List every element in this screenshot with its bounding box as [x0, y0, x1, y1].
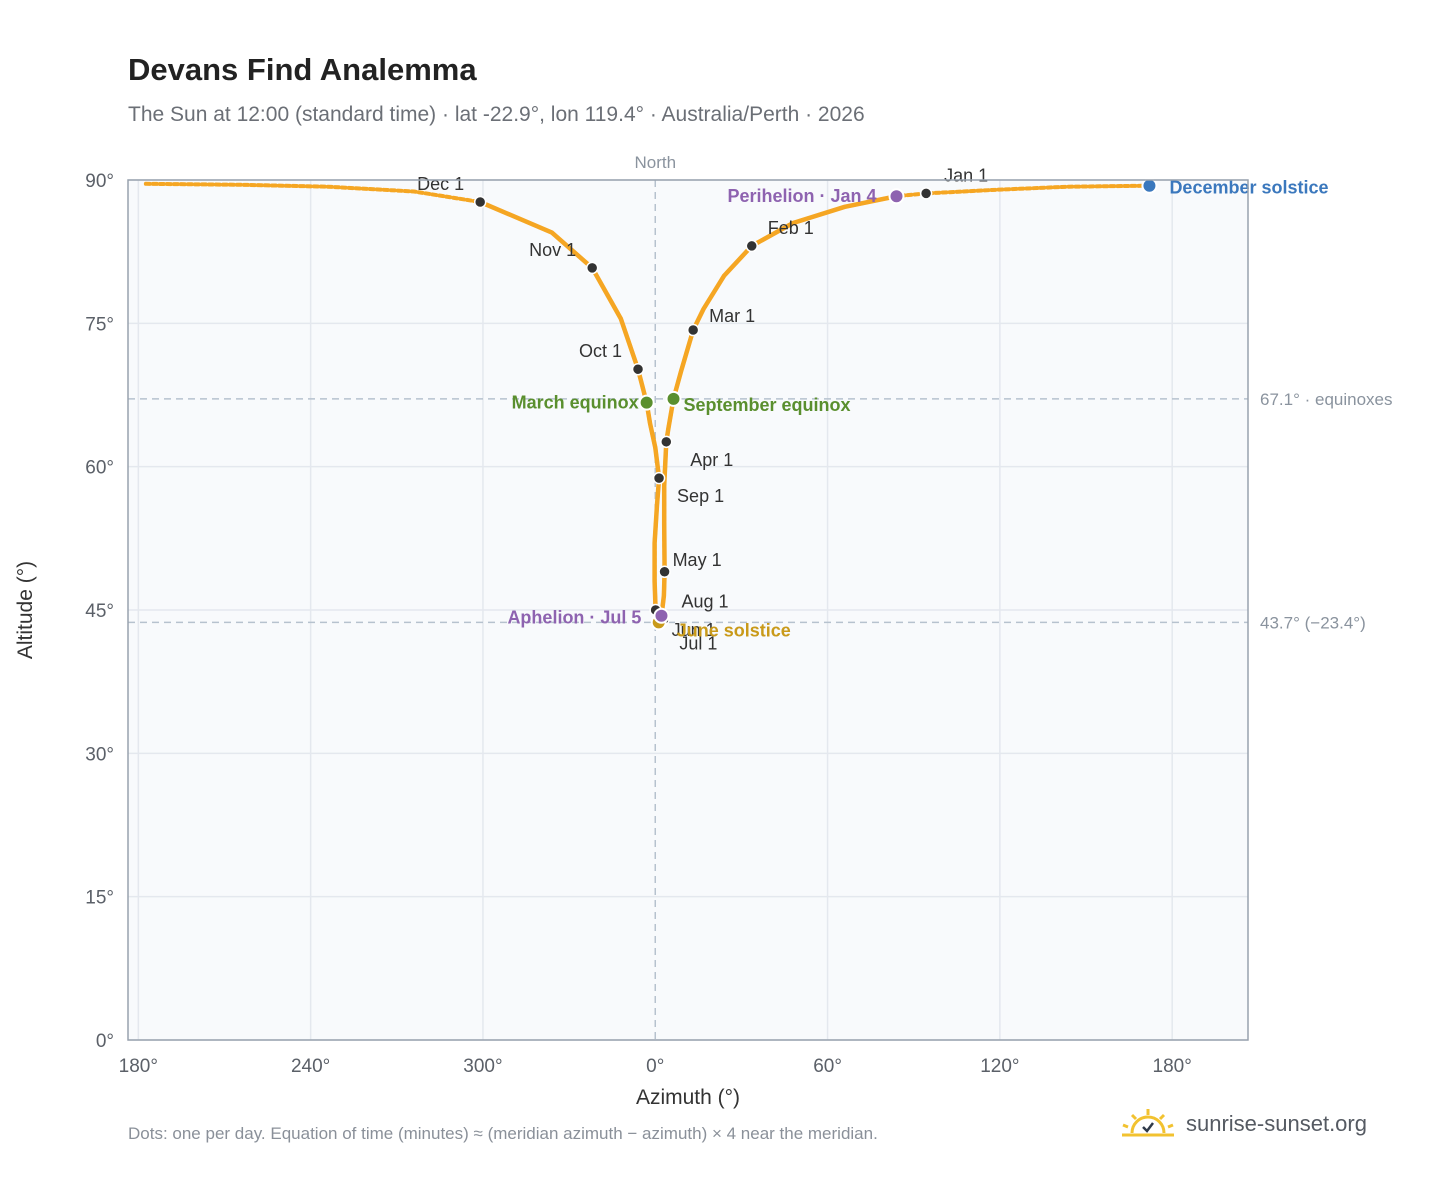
y-tick-label: 90°: [85, 171, 114, 192]
x-tick-label: 60°: [813, 1056, 842, 1077]
month-label: Feb 1: [768, 218, 814, 238]
y-tick-label: 60°: [85, 458, 114, 479]
event-label: March equinox: [512, 393, 639, 413]
event-label: Aphelion · Jul 5: [507, 608, 641, 628]
month-marker: [631, 362, 645, 376]
month-marker: [585, 261, 599, 275]
y-axis-ticks: 0° 15° 30° 45° 60° 75° 90°: [85, 171, 114, 1052]
month-label: Sep 1: [677, 486, 724, 506]
month-label: Jul 1: [679, 633, 717, 653]
event-label: Perihelion · Jan 4: [727, 186, 876, 206]
event-marker: [665, 390, 682, 407]
x-axis-ticks: 180° 240° 300° 0° 60° 120° 180°: [119, 1056, 1192, 1077]
y-tick-label: 0°: [96, 1031, 114, 1052]
month-label: Mar 1: [709, 306, 755, 326]
x-tick-label: 120°: [980, 1056, 1019, 1077]
y-tick-label: 15°: [85, 888, 114, 909]
reference-lines: North 67.1° · equinoxes 43.7° (−23.4°): [128, 153, 1393, 1040]
event-label: June solstice: [677, 620, 791, 640]
month-label: Apr 1: [690, 450, 733, 470]
reference-line-label: 67.1° · equinoxes: [1260, 390, 1393, 409]
x-tick-label: 180°: [119, 1056, 158, 1077]
month-marker: [473, 195, 487, 209]
event-marker: [888, 188, 905, 205]
chart-title: Devans Find Analemma: [128, 52, 477, 87]
month-label: Aug 1: [682, 592, 729, 612]
month-label: May 1: [673, 550, 722, 570]
event-marker: [638, 394, 655, 411]
month-label: Jun 1: [672, 620, 716, 640]
month-label: Jan 1: [944, 165, 988, 185]
x-axis-title: Azimuth (°): [636, 1086, 740, 1109]
month-marker: [919, 187, 933, 200]
chart-subtitle: The Sun at 12:00 (standard time) · lat -…: [128, 103, 865, 126]
brand[interactable]: sunrise-sunset.org: [1120, 1104, 1367, 1144]
month-marker: [745, 239, 759, 253]
reference-line-label: 43.7° (−23.4°): [1260, 613, 1366, 632]
event-label: September equinox: [684, 395, 851, 415]
meridian-label: North: [634, 153, 676, 172]
y-axis-title: Altitude (°): [14, 561, 37, 659]
plot-frame: [127, 179, 1249, 1041]
x-tick-label: 300°: [463, 1056, 502, 1077]
month-label: Dec 1: [417, 174, 464, 194]
month-marker: [686, 323, 700, 337]
event-marker: [653, 607, 670, 624]
month-marker: [658, 565, 671, 579]
x-tick-label: 180°: [1153, 1056, 1192, 1077]
month-marker: [660, 435, 673, 449]
sun-logo-icon: [1122, 1109, 1174, 1137]
event-marker: [1141, 177, 1158, 194]
event-label: December solstice: [1169, 178, 1328, 198]
month-marker: [652, 471, 666, 485]
event-markers: March equinox September equinox June solst…: [507, 177, 1329, 640]
x-tick-label: 240°: [291, 1056, 330, 1077]
footnote: Dots: one per day. Equation of time (min…: [128, 1124, 878, 1143]
x-tick-label: 0°: [646, 1056, 664, 1077]
brand-name: sunrise-sunset.org: [1186, 1111, 1367, 1136]
y-tick-label: 75°: [85, 314, 114, 335]
month-label: Oct 1: [579, 341, 622, 361]
y-tick-label: 45°: [85, 601, 114, 622]
y-tick-label: 30°: [85, 744, 114, 765]
month-label: Nov 1: [529, 240, 576, 260]
